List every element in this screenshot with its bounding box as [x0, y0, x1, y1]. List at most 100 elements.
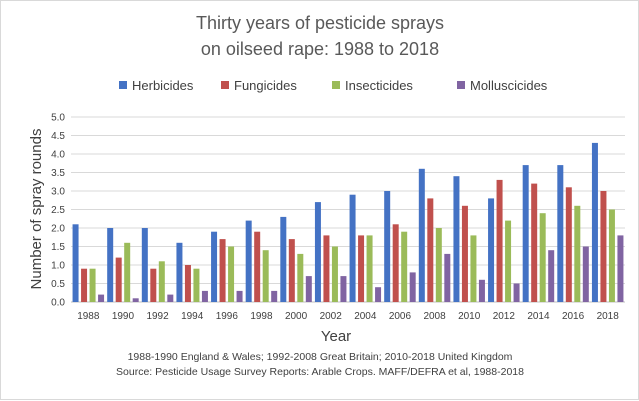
y-tick-label: 0.5 [51, 279, 65, 290]
y-tick-label: 3.0 [51, 187, 65, 198]
bar-molluscicides-2012 [513, 283, 520, 302]
bar-insecticides-2018 [608, 209, 615, 302]
bar-insecticides-2012 [505, 220, 512, 302]
bar-molluscicides-1988 [98, 294, 105, 302]
bar-molluscicides-2006 [409, 272, 416, 302]
y-axis-label: Number of spray rounds [28, 129, 45, 290]
legend-label-herbicides: Herbicides [132, 78, 194, 93]
bar-herbicides-1996 [211, 231, 218, 302]
bar-molluscicides-2000 [305, 276, 312, 302]
y-tick-label: 1.0 [51, 261, 65, 272]
bars [72, 142, 624, 302]
legend-label-molluscicides: Molluscicides [470, 78, 548, 93]
coverage-note: 1988-1990 England & Wales; 1992-2008 Gre… [128, 351, 513, 363]
bar-herbicides-2016 [557, 165, 564, 302]
y-tick-label: 0.0 [51, 298, 65, 309]
bar-herbicides-2008 [418, 168, 425, 302]
bar-herbicides-2006 [384, 191, 391, 302]
bar-fungicides-2002 [323, 235, 330, 302]
chart-title: Thirty years of pesticide sprays on oils… [196, 13, 444, 59]
bar-fungicides-1992 [150, 268, 157, 302]
bar-fungicides-2010 [461, 205, 468, 302]
bar-insecticides-1996 [228, 246, 235, 302]
x-tick-label: 2010 [458, 311, 481, 322]
bar-fungicides-2000 [288, 239, 295, 302]
bar-molluscicides-1994 [201, 290, 208, 302]
source-note: Source: Pesticide Usage Survey Reports: … [116, 366, 524, 378]
bar-insecticides-2002 [331, 246, 338, 302]
bar-insecticides-2006 [401, 231, 408, 302]
bar-herbicides-1992 [141, 228, 148, 302]
x-tick-label: 2004 [354, 311, 377, 322]
y-tick-label: 4.5 [51, 131, 65, 142]
chart-title-line-2: on oilseed rape: 1988 to 2018 [201, 39, 439, 59]
bar-molluscicides-2016 [582, 246, 589, 302]
x-tick-label: 2008 [423, 311, 446, 322]
bar-fungicides-2004 [358, 235, 365, 302]
bar-herbicides-1988 [72, 224, 79, 302]
bar-insecticides-2008 [435, 228, 442, 302]
x-tick-label: 2014 [527, 311, 550, 322]
bar-herbicides-2010 [453, 176, 460, 302]
bar-insecticides-1994 [193, 268, 200, 302]
bar-herbicides-2012 [488, 198, 495, 302]
y-tick-label: 4.0 [51, 150, 65, 161]
bar-insecticides-1988 [89, 268, 96, 302]
y-tick-label: 1.5 [51, 242, 65, 253]
bar-molluscicides-1990 [132, 298, 139, 302]
x-tick-label: 1988 [77, 311, 100, 322]
x-tick-label: 2012 [493, 311, 516, 322]
bar-molluscicides-1998 [271, 290, 278, 302]
bar-insecticides-2010 [470, 235, 477, 302]
bar-herbicides-2018 [591, 142, 598, 302]
bar-herbicides-2014 [522, 165, 529, 302]
x-tick-label: 2018 [597, 311, 620, 322]
bar-insecticides-2004 [366, 235, 373, 302]
bar-molluscicides-2002 [340, 276, 347, 302]
x-axis-label: Year [321, 328, 351, 345]
bar-insecticides-2016 [574, 205, 581, 302]
legend-swatch-insecticides [332, 81, 340, 89]
bar-fungicides-1990 [115, 257, 122, 302]
bar-fungicides-1996 [219, 239, 226, 302]
bar-fungicides-1988 [81, 268, 88, 302]
bar-insecticides-2014 [539, 213, 546, 302]
legend-swatch-fungicides [221, 81, 229, 89]
bar-molluscicides-2018 [617, 235, 624, 302]
bar-fungicides-1998 [254, 231, 261, 302]
y-tick-label: 3.5 [51, 168, 65, 179]
bar-molluscicides-1992 [167, 294, 174, 302]
bar-fungicides-2016 [565, 187, 572, 302]
bar-fungicides-2006 [392, 224, 399, 302]
x-tick-label: 1992 [146, 311, 169, 322]
bar-molluscicides-2004 [375, 287, 382, 302]
bar-molluscicides-2010 [478, 279, 485, 302]
legend-label-insecticides: Insecticides [345, 78, 413, 93]
legend-swatch-molluscicides [457, 81, 465, 89]
y-axis-ticks: 0.0 0.5 1.0 1.5 2.0 2.5 3.0 3.5 4.0 4.5 5.0 [51, 113, 65, 309]
x-axis-ticks: 1988 1990 1992 1994 1996 1998 2000 2002 2004 2006… [77, 311, 619, 322]
x-tick-label: 2016 [562, 311, 585, 322]
bar-herbicides-2002 [314, 202, 321, 302]
bar-fungicides-2012 [496, 179, 503, 302]
x-tick-label: 2000 [285, 311, 308, 322]
bar-molluscicides-1996 [236, 290, 243, 302]
bar-insecticides-1992 [158, 261, 165, 302]
bar-molluscicides-2014 [548, 250, 555, 302]
bar-herbicides-1994 [176, 242, 183, 302]
bar-fungicides-2014 [531, 183, 538, 302]
bar-herbicides-1990 [107, 228, 114, 302]
legend-swatch-herbicides [119, 81, 127, 89]
bar-fungicides-2008 [427, 198, 434, 302]
legend: Herbicides Fungicides Insecticides Mollusci… [119, 78, 548, 93]
y-tick-label: 5.0 [51, 113, 65, 124]
bar-insecticides-1990 [124, 242, 131, 302]
bar-fungicides-1994 [184, 265, 191, 302]
bar-herbicides-2004 [349, 194, 356, 302]
x-tick-label: 1994 [181, 311, 204, 322]
x-tick-label: 2002 [320, 311, 343, 322]
bar-insecticides-2000 [297, 253, 304, 302]
chart-title-line-1: Thirty years of pesticide sprays [196, 13, 444, 33]
